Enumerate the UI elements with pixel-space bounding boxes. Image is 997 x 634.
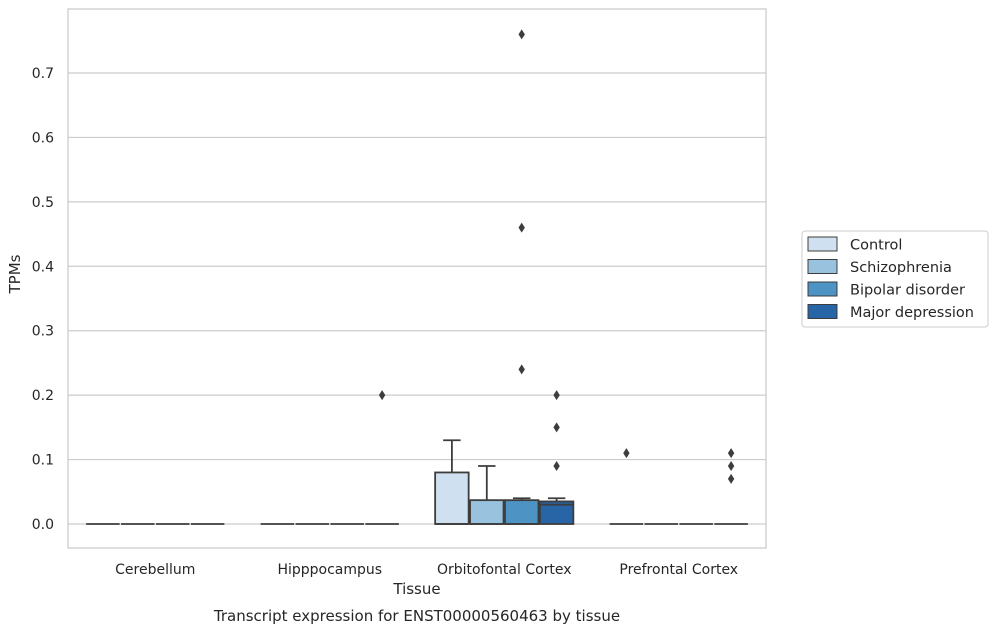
x-tick-label: Cerebellum	[115, 562, 195, 578]
legend-swatch	[807, 259, 838, 274]
y-tick-label: 0.1	[32, 453, 54, 469]
x-tick-labels: Cerebellum Hipppocampus Orbitofontal Corte…	[115, 562, 738, 578]
box-major-depression	[538, 497, 575, 525]
x-tick-label: Orbitofontal Cortex	[437, 562, 572, 578]
y-tick-label: 0.4	[32, 259, 54, 275]
outlier-point	[553, 461, 560, 472]
outlier-point	[623, 448, 630, 459]
outliers	[378, 29, 735, 484]
outlier-point	[553, 390, 560, 401]
legend-frame	[801, 230, 989, 328]
y-tick-label: 0.7	[32, 66, 54, 82]
x-tick-label: Hipppocampus	[277, 562, 382, 578]
x-tick-label: Prefrontal Cortex	[619, 562, 738, 578]
box-body	[504, 499, 540, 525]
y-tick-label: 0.5	[32, 195, 54, 211]
box-body	[469, 499, 505, 525]
outlier-point	[727, 448, 735, 459]
box-body	[434, 471, 470, 525]
chart-caption: Transcript expression for ENST0000056046…	[213, 607, 620, 625]
legend-label: Bipolar disorder	[850, 283, 965, 299]
legend-swatch	[807, 281, 838, 297]
outlier-point	[553, 422, 560, 433]
legend: Control Schizophrenia Bipolar disorder Majo…	[801, 230, 989, 328]
y-tick-label: 0.0	[32, 517, 54, 533]
outlier-point	[727, 473, 735, 484]
legend-swatch	[807, 304, 838, 319]
box-control	[434, 439, 470, 525]
outlier-point	[518, 29, 525, 40]
legend-swatch	[807, 236, 838, 252]
outlier-point	[518, 364, 525, 375]
y-tick-label: 0.3	[32, 324, 54, 340]
y-tick-labels: 0.0 0.1 0.2 0.3 0.4 0.5 0.6 0.7	[32, 66, 54, 533]
outlier-point	[378, 390, 386, 401]
legend-label: Major depression	[850, 305, 974, 321]
legend-label: Control	[850, 238, 902, 254]
y-tick-label: 0.6	[32, 130, 54, 146]
box-body	[538, 500, 575, 525]
plot-frame	[67, 8, 767, 549]
legend-label: Schizophrenia	[850, 260, 952, 276]
gridlines	[68, 72, 766, 525]
box-schizophrenia	[469, 465, 505, 525]
x-axis-label: Tissue	[392, 580, 440, 598]
box-bipolar-disorder	[504, 497, 540, 525]
boxes	[86, 439, 748, 525]
outlier-point	[518, 222, 525, 233]
outlier-point	[727, 461, 735, 472]
y-tick-label: 0.2	[32, 388, 54, 404]
y-axis-label: TPMs	[6, 254, 24, 294]
